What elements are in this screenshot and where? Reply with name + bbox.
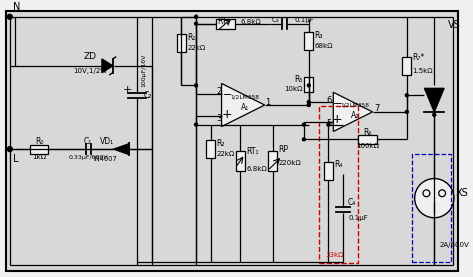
Text: C₄: C₄ [348,198,356,207]
Text: N: N [13,2,20,12]
Text: 6.8kΩ: 6.8kΩ [240,19,261,25]
Text: −: − [223,90,232,100]
Circle shape [194,84,198,87]
Text: 2A/600V: 2A/600V [439,242,469,248]
Bar [30,145,48,153]
Text: 100kΩ: 100kΩ [356,143,379,149]
Polygon shape [221,83,265,127]
Circle shape [8,147,12,152]
Circle shape [307,104,310,106]
Polygon shape [102,59,113,73]
Circle shape [307,101,310,104]
Text: 220kΩ: 220kΩ [279,160,301,166]
Text: R₅: R₅ [294,75,303,84]
Text: R₆: R₆ [363,128,372,137]
Polygon shape [333,92,373,132]
Polygon shape [424,88,444,112]
Circle shape [327,123,330,126]
Text: +: + [222,108,233,121]
Circle shape [194,123,198,126]
Text: 1.5kΩ: 1.5kΩ [413,68,433,74]
Circle shape [405,94,408,97]
Text: 1/2LM358: 1/2LM358 [230,95,260,100]
Text: R₇*: R₇* [413,53,425,63]
Bar [236,151,245,171]
Text: RP: RP [279,145,289,154]
Circle shape [302,123,306,126]
Text: −: − [333,99,342,109]
Circle shape [8,14,12,19]
Bar [305,77,313,92]
Text: VD₁: VD₁ [100,137,114,146]
Text: VS: VS [448,20,461,30]
Text: RT₁: RT₁ [246,147,259,156]
Bar [268,151,277,171]
Text: 1: 1 [265,98,270,107]
Text: A₁: A₁ [241,104,249,112]
Text: 3: 3 [216,114,221,123]
Text: R₃: R₃ [315,31,323,40]
Text: IN4007: IN4007 [93,156,117,162]
Text: ZD: ZD [84,52,96,60]
Circle shape [194,15,198,18]
Bar [216,19,235,29]
Text: 0.33μF/630V: 0.33μF/630V [69,155,108,160]
Text: 10kΩ: 10kΩ [284,86,303,92]
Text: C₂: C₂ [144,91,152,100]
Bar [403,57,411,75]
Bar [324,162,333,179]
Text: 7: 7 [375,104,380,114]
Text: 68kΩ: 68kΩ [315,43,333,49]
Circle shape [405,111,408,113]
Text: RT₂: RT₂ [218,17,230,26]
Text: 0.1μF: 0.1μF [294,17,314,23]
Circle shape [415,179,454,218]
Text: 1kΩ: 1kΩ [32,154,46,160]
Bar [177,34,186,52]
Text: A₂: A₂ [350,111,359,120]
Bar [412,154,451,262]
Bar [319,106,358,263]
Text: R₄: R₄ [334,160,342,169]
Text: +: + [332,113,342,126]
Bar [358,135,377,144]
Text: C₁: C₁ [84,137,92,146]
Text: 6.8kΩ: 6.8kΩ [246,166,267,172]
Text: +: + [123,85,132,95]
Text: 22kΩ: 22kΩ [187,45,205,51]
Text: 10V,1/2W: 10V,1/2W [73,68,107,74]
Text: R₂: R₂ [217,139,225,148]
Text: L: L [13,154,18,164]
Text: 2: 2 [216,87,221,96]
Circle shape [194,22,198,25]
Bar [206,140,215,158]
Text: 6: 6 [326,96,332,105]
Text: 0.1μF: 0.1μF [348,215,368,221]
Text: 1/2LM358: 1/2LM358 [341,102,369,107]
Text: 22kΩ: 22kΩ [217,151,235,157]
Text: R₁: R₁ [187,33,196,42]
Text: XS: XS [456,188,469,198]
Circle shape [307,84,310,87]
Bar [305,32,313,50]
Text: 33kΩ: 33kΩ [325,252,344,258]
Text: 5: 5 [326,119,332,128]
Circle shape [433,113,436,116]
Text: 100μF/16V: 100μF/16V [141,54,147,88]
Text: C₃: C₃ [272,17,280,23]
Circle shape [302,138,306,141]
Polygon shape [113,143,130,155]
Text: R₀: R₀ [35,137,44,146]
